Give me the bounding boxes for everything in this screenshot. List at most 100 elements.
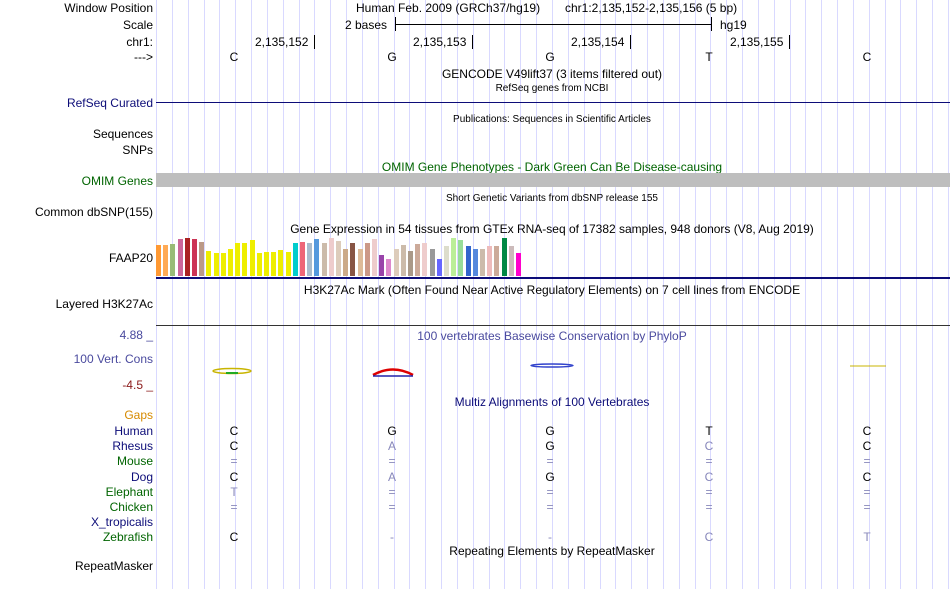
coordinate-tick	[472, 35, 473, 49]
gridline	[726, 0, 727, 589]
gtex-tissue-bar[interactable]	[437, 259, 442, 276]
gtex-tissue-bar[interactable]	[329, 238, 334, 276]
gtex-tissue-bar[interactable]	[466, 246, 471, 276]
gtex-tissue-bar[interactable]	[509, 246, 514, 276]
gtex-tissue-bar[interactable]	[300, 242, 305, 276]
dbsnp-track-label[interactable]: Common dbSNP(155)	[34, 205, 153, 219]
gtex-tissue-bar[interactable]	[451, 238, 456, 276]
gtex-tissue-bar[interactable]	[516, 253, 521, 276]
database-name: hg19	[720, 18, 747, 32]
refseq-track-description: RefSeq genes from NCBI	[495, 83, 609, 94]
gridline	[837, 0, 838, 589]
gtex-tissue-bar[interactable]	[293, 243, 298, 276]
gtex-tissue-bar[interactable]	[163, 245, 168, 276]
gridline	[600, 0, 601, 589]
gtex-tissue-bar[interactable]	[178, 239, 183, 276]
gtex-tissue-bar[interactable]	[430, 249, 435, 276]
gtex-tissue-bar[interactable]	[422, 243, 427, 276]
gridline	[552, 0, 553, 589]
dna-base: C	[862, 50, 872, 64]
coordinate-tick	[314, 35, 315, 49]
species-label[interactable]: Rhesus	[112, 439, 153, 453]
aligned-base: A	[387, 439, 397, 453]
refseq-track-label[interactable]: RefSeq Curated	[66, 96, 153, 110]
gtex-tissue-bar[interactable]	[494, 246, 499, 276]
gtex-tissue-bar[interactable]	[386, 259, 391, 276]
repeatmasker-track-label[interactable]: RepeatMasker	[74, 559, 153, 573]
gtex-tissue-bar[interactable]	[415, 244, 420, 276]
gtex-tissue-bar[interactable]	[235, 243, 240, 276]
gtex-tissue-bar[interactable]	[444, 246, 449, 276]
species-label[interactable]: Zebrafish	[102, 530, 153, 544]
h3k27ac-track-label[interactable]: Layered H3K27Ac	[55, 297, 153, 311]
gtex-tissue-bar[interactable]	[314, 239, 319, 276]
gtex-tissue-bar[interactable]	[394, 249, 399, 276]
gridline	[615, 0, 616, 589]
omim-track-label[interactable]: OMIM Genes	[81, 174, 153, 188]
omim-gene-band[interactable]	[156, 173, 950, 187]
repeatmasker-track-description: Repeating Elements by RepeatMasker	[449, 544, 655, 558]
gridline	[663, 0, 664, 589]
gaps-track-label[interactable]: Gaps	[124, 408, 153, 422]
gtex-tissue-bar[interactable]	[257, 253, 262, 276]
gtex-tissue-bar[interactable]	[156, 245, 161, 276]
snps-track-label[interactable]: SNPs	[122, 143, 153, 157]
species-label[interactable]: Human	[114, 424, 153, 438]
gtex-tissue-bar[interactable]	[192, 239, 197, 276]
gtex-tissue-bar[interactable]	[264, 252, 269, 276]
coordinate-label: 2,135,152	[255, 35, 309, 49]
gtex-tissue-bar[interactable]	[221, 253, 226, 276]
aligned-base: C	[229, 424, 239, 438]
gtex-tissue-bar[interactable]	[307, 243, 312, 276]
gridline	[504, 0, 505, 589]
gtex-tissue-bar[interactable]	[278, 250, 283, 276]
species-label[interactable]: Dog	[130, 470, 153, 484]
gtex-tissue-bar[interactable]	[372, 239, 377, 276]
gtex-tissue-bar[interactable]	[401, 245, 406, 276]
sequences-track-label[interactable]: Sequences	[92, 127, 153, 141]
gtex-tissue-bar[interactable]	[271, 252, 276, 276]
gtex-tissue-bar[interactable]	[408, 251, 413, 276]
gtex-tissue-bar[interactable]	[358, 249, 363, 276]
gtex-tissue-bar[interactable]	[487, 246, 492, 276]
aligned-base: =	[546, 500, 554, 514]
gtex-tissue-bar[interactable]	[480, 249, 485, 276]
species-label[interactable]: Elephant	[105, 485, 153, 499]
gtex-tissue-bar[interactable]	[502, 238, 507, 276]
species-label[interactable]: Chicken	[109, 500, 153, 514]
strand-arrow-label: --->	[134, 50, 153, 64]
gtex-tissue-bar[interactable]	[170, 244, 175, 276]
aligned-base: C	[704, 439, 714, 453]
aligned-base: =	[705, 485, 713, 499]
gtex-tissue-bar[interactable]	[365, 243, 370, 276]
gtex-tissue-bar[interactable]	[322, 243, 327, 276]
gtex-gene-label[interactable]: FAAP20	[108, 251, 153, 265]
gtex-tissue-bar[interactable]	[336, 241, 341, 276]
aligned-base: =	[230, 500, 238, 514]
gtex-tissue-bar[interactable]	[343, 249, 348, 276]
gridline	[536, 0, 537, 589]
publications-track-description: Publications: Sequences in Scientific Ar…	[453, 114, 651, 125]
gtex-tissue-bar[interactable]	[286, 252, 291, 276]
gtex-tissue-bar[interactable]	[206, 251, 211, 276]
gridline	[378, 0, 379, 589]
gtex-tissue-bar[interactable]	[199, 242, 204, 276]
gtex-tissue-bar[interactable]	[228, 249, 233, 276]
refseq-gene-line[interactable]	[156, 102, 950, 103]
gtex-tissue-bar[interactable]	[250, 240, 255, 276]
gtex-tissue-bar[interactable]	[214, 253, 219, 276]
species-label[interactable]: X_tropicalis	[90, 515, 153, 529]
gtex-tissue-bar[interactable]	[185, 238, 190, 276]
gtex-tissue-bar[interactable]	[379, 255, 384, 276]
gtex-tissue-bar[interactable]	[473, 249, 478, 276]
gtex-tissue-bar[interactable]	[350, 243, 355, 276]
gencode-track-title[interactable]: GENCODE V49lift37 (3 items filtered out)	[441, 67, 663, 81]
conservation-max-value: 4.88 _	[119, 328, 153, 342]
gtex-tissue-bar[interactable]	[242, 243, 247, 276]
conservation-track-label[interactable]: 100 Vert. Cons	[73, 352, 153, 366]
species-label[interactable]: Mouse	[116, 454, 153, 468]
gtex-tissue-bar[interactable]	[458, 240, 463, 276]
aligned-base: G	[545, 470, 555, 484]
coordinate-label: 2,135,153	[413, 35, 467, 49]
